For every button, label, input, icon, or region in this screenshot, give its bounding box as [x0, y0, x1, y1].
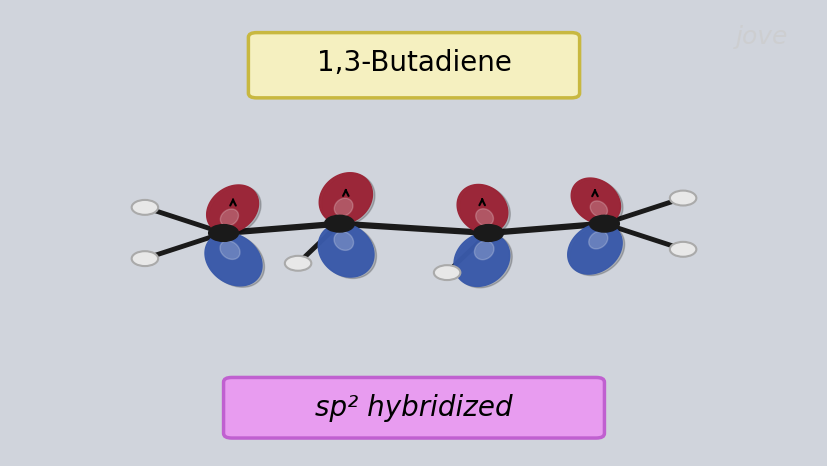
- Polygon shape: [209, 186, 261, 234]
- Polygon shape: [474, 241, 494, 260]
- Polygon shape: [456, 234, 512, 288]
- Polygon shape: [453, 233, 509, 287]
- Circle shape: [433, 265, 460, 280]
- Circle shape: [208, 225, 238, 241]
- Polygon shape: [334, 198, 352, 216]
- Circle shape: [669, 242, 696, 257]
- FancyBboxPatch shape: [223, 377, 604, 438]
- Polygon shape: [205, 233, 261, 286]
- Polygon shape: [573, 179, 622, 225]
- Polygon shape: [207, 185, 258, 233]
- Text: 1,3-Butadiene: 1,3-Butadiene: [316, 49, 511, 77]
- Polygon shape: [220, 209, 238, 226]
- Polygon shape: [322, 174, 375, 225]
- Polygon shape: [570, 225, 624, 275]
- Circle shape: [284, 256, 311, 271]
- Polygon shape: [319, 173, 372, 224]
- Polygon shape: [567, 224, 621, 274]
- Circle shape: [589, 215, 619, 232]
- Polygon shape: [571, 178, 619, 224]
- Polygon shape: [476, 209, 493, 226]
- Circle shape: [669, 191, 696, 206]
- Text: jove: jove: [734, 25, 787, 49]
- Circle shape: [324, 215, 354, 232]
- Polygon shape: [220, 241, 240, 260]
- FancyBboxPatch shape: [248, 33, 579, 98]
- Polygon shape: [457, 185, 507, 233]
- Polygon shape: [588, 231, 607, 249]
- Polygon shape: [320, 225, 376, 279]
- Circle shape: [473, 225, 503, 241]
- Polygon shape: [208, 234, 264, 287]
- Text: sp² hybridized: sp² hybridized: [315, 394, 512, 422]
- Polygon shape: [318, 224, 374, 277]
- Circle shape: [131, 251, 158, 266]
- Polygon shape: [459, 186, 509, 234]
- Circle shape: [131, 200, 158, 215]
- Polygon shape: [590, 201, 607, 217]
- Polygon shape: [333, 232, 353, 250]
